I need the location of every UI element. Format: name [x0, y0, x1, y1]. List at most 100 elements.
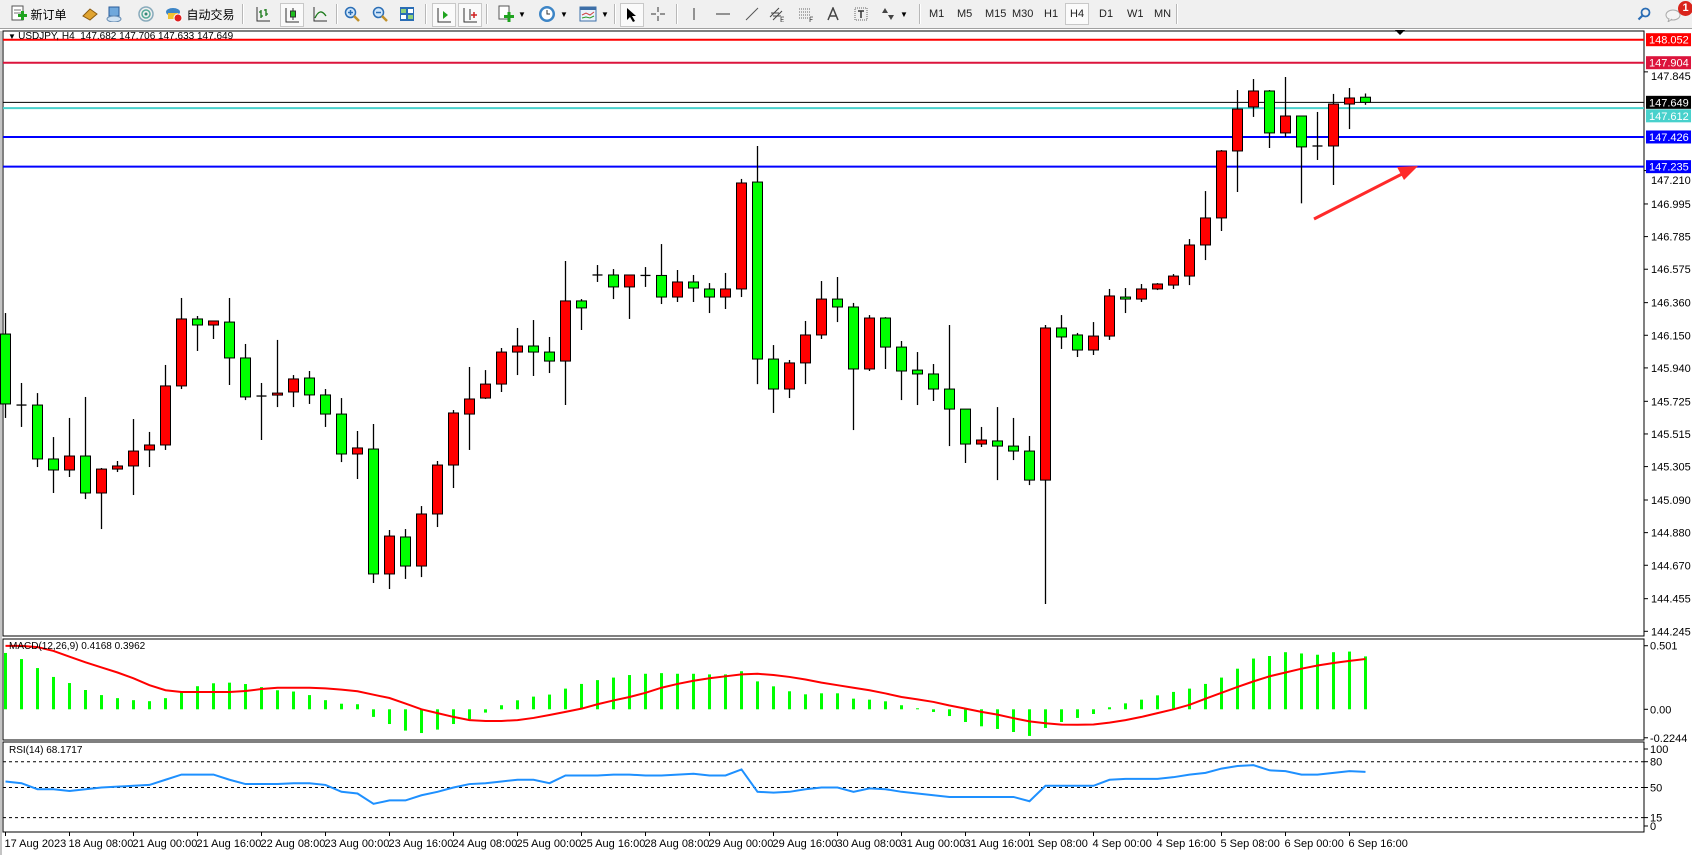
cursor-button[interactable] [620, 3, 644, 27]
price-line-label: 147.612 [1649, 111, 1689, 123]
text-button[interactable] [823, 3, 843, 25]
candlestick-button[interactable] [280, 3, 304, 27]
time-axis-label: 18 Aug 08:00 [69, 838, 134, 850]
price-axis-label: 145.090 [1651, 495, 1691, 507]
time-axis-label: 4 Sep 16:00 [1157, 838, 1216, 850]
gold-button[interactable] [80, 3, 100, 25]
time-axis-label: 29 Aug 00:00 [709, 838, 774, 850]
time-axis-label: 30 Aug 08:00 [837, 838, 902, 850]
candle-body [304, 377, 315, 396]
candle-body [416, 513, 427, 567]
candle-body [96, 468, 107, 494]
candle-body [1152, 283, 1163, 290]
timeframe-mn[interactable]: MN [1154, 8, 1172, 20]
timeframe-m30[interactable]: M30 [1012, 8, 1034, 20]
price-line-label: 147.235 [1649, 162, 1689, 174]
text-label-button[interactable] [851, 3, 871, 25]
candle-body [48, 458, 59, 471]
bar-chart-button[interactable] [253, 3, 273, 25]
candle-body [704, 288, 715, 298]
candle-body [496, 351, 507, 385]
tile-windows-button[interactable] [397, 3, 417, 25]
candle-body [816, 298, 827, 336]
candle-body [880, 317, 891, 348]
fibonacci-button[interactable] [796, 3, 816, 25]
horizontal-line-button[interactable] [713, 3, 733, 25]
candle-body [368, 448, 379, 575]
candle-body [1264, 90, 1275, 134]
tile-windows-icon [399, 6, 415, 22]
timeframe-m5[interactable]: M5 [957, 8, 973, 20]
time-axis-label: 25 Aug 16:00 [581, 838, 646, 850]
timeframe-m15[interactable]: M15 [985, 8, 1007, 20]
notification-icon [1665, 6, 1683, 22]
indicators-button[interactable]: ▼ [576, 3, 612, 25]
candle-body [912, 369, 923, 375]
text-icon [826, 7, 840, 21]
candle-body [224, 321, 235, 359]
candle-body [480, 383, 491, 399]
new-chart-button[interactable]: ▼ [494, 3, 530, 25]
notifications-button[interactable] [1662, 3, 1686, 25]
timeframe-d1[interactable]: D1 [1099, 8, 1114, 20]
market-watch-button[interactable] [104, 3, 124, 25]
line-chart-icon [312, 6, 328, 22]
candle-body [64, 455, 75, 471]
signals-button[interactable] [136, 3, 156, 25]
rsi-axis-label: 50 [1650, 783, 1662, 795]
candle-body [0, 333, 11, 405]
toolbar-separator [425, 4, 427, 24]
periods-button[interactable]: ▼ [535, 3, 571, 25]
auto-scroll-button[interactable] [458, 3, 482, 27]
macd-pane [2, 638, 1645, 741]
candle-body [688, 281, 699, 289]
time-axis-label: 31 Aug 00:00 [901, 838, 966, 850]
toolbar: 新订单 自动交易 ▼ ▼ ▼ ▼ M1 M5 M15 M30 H1 H4 D1 … [0, 0, 1692, 29]
rsi-line [5, 764, 1366, 805]
candle-body [1088, 335, 1099, 351]
vertical-line-button[interactable] [684, 3, 704, 25]
auto-trading-icon [165, 5, 183, 23]
zoom-out-button[interactable] [370, 3, 390, 25]
collapse-triangle-icon: ▼ [8, 32, 19, 41]
candle-body [576, 300, 587, 309]
chart-shift-button[interactable] [432, 3, 456, 27]
chart-header: ▼ USDJPY, H4 147.682 147.706 147.633 147… [8, 31, 233, 42]
timeframe-m1[interactable]: M1 [929, 8, 945, 20]
timeframe-h1[interactable]: H1 [1044, 8, 1059, 20]
auto-trading-label: 自动交易 [186, 7, 235, 22]
equidistant-channel-button[interactable] [767, 3, 787, 25]
crosshair-button[interactable] [648, 3, 668, 25]
price-line-label-bg [1646, 160, 1691, 174]
time-axis-label: 29 Aug 16:00 [773, 838, 838, 850]
time-axis-label: 23 Aug 00:00 [325, 838, 390, 850]
zoom-in-button[interactable] [342, 3, 362, 25]
candle-body [896, 346, 907, 372]
trendline-button[interactable] [742, 3, 762, 25]
candle-body [32, 404, 43, 460]
candle-body [1232, 108, 1243, 152]
auto-trading-button[interactable]: 自动交易 [164, 3, 236, 25]
candle-body [832, 298, 843, 308]
price-axis-label: 147.845 [1651, 71, 1691, 83]
new-order-button[interactable]: 新订单 [6, 3, 72, 25]
rsi-label: RSI(14) 68.1717 [9, 745, 83, 756]
toolbar-separator [486, 4, 488, 24]
arrows-button[interactable]: ▼ [876, 3, 912, 25]
candle-body [1168, 275, 1179, 286]
price-line-label-bg [1646, 56, 1691, 70]
candle-body [1040, 327, 1051, 481]
candle-body [672, 281, 683, 298]
line-chart-button[interactable] [310, 3, 330, 25]
candle-body [336, 413, 347, 455]
search-button[interactable] [1634, 3, 1654, 25]
timeframe-w1[interactable]: W1 [1127, 8, 1144, 20]
new-chart-icon [498, 5, 515, 23]
timeframe-h4[interactable]: H4 [1065, 3, 1090, 25]
price-axis-label: 146.785 [1651, 232, 1691, 244]
macd-axis-label: -0.2244 [1650, 733, 1687, 745]
toolbar-separator [1176, 4, 1178, 24]
candle-body [1056, 327, 1067, 338]
new-order-label: 新订单 [30, 7, 67, 22]
